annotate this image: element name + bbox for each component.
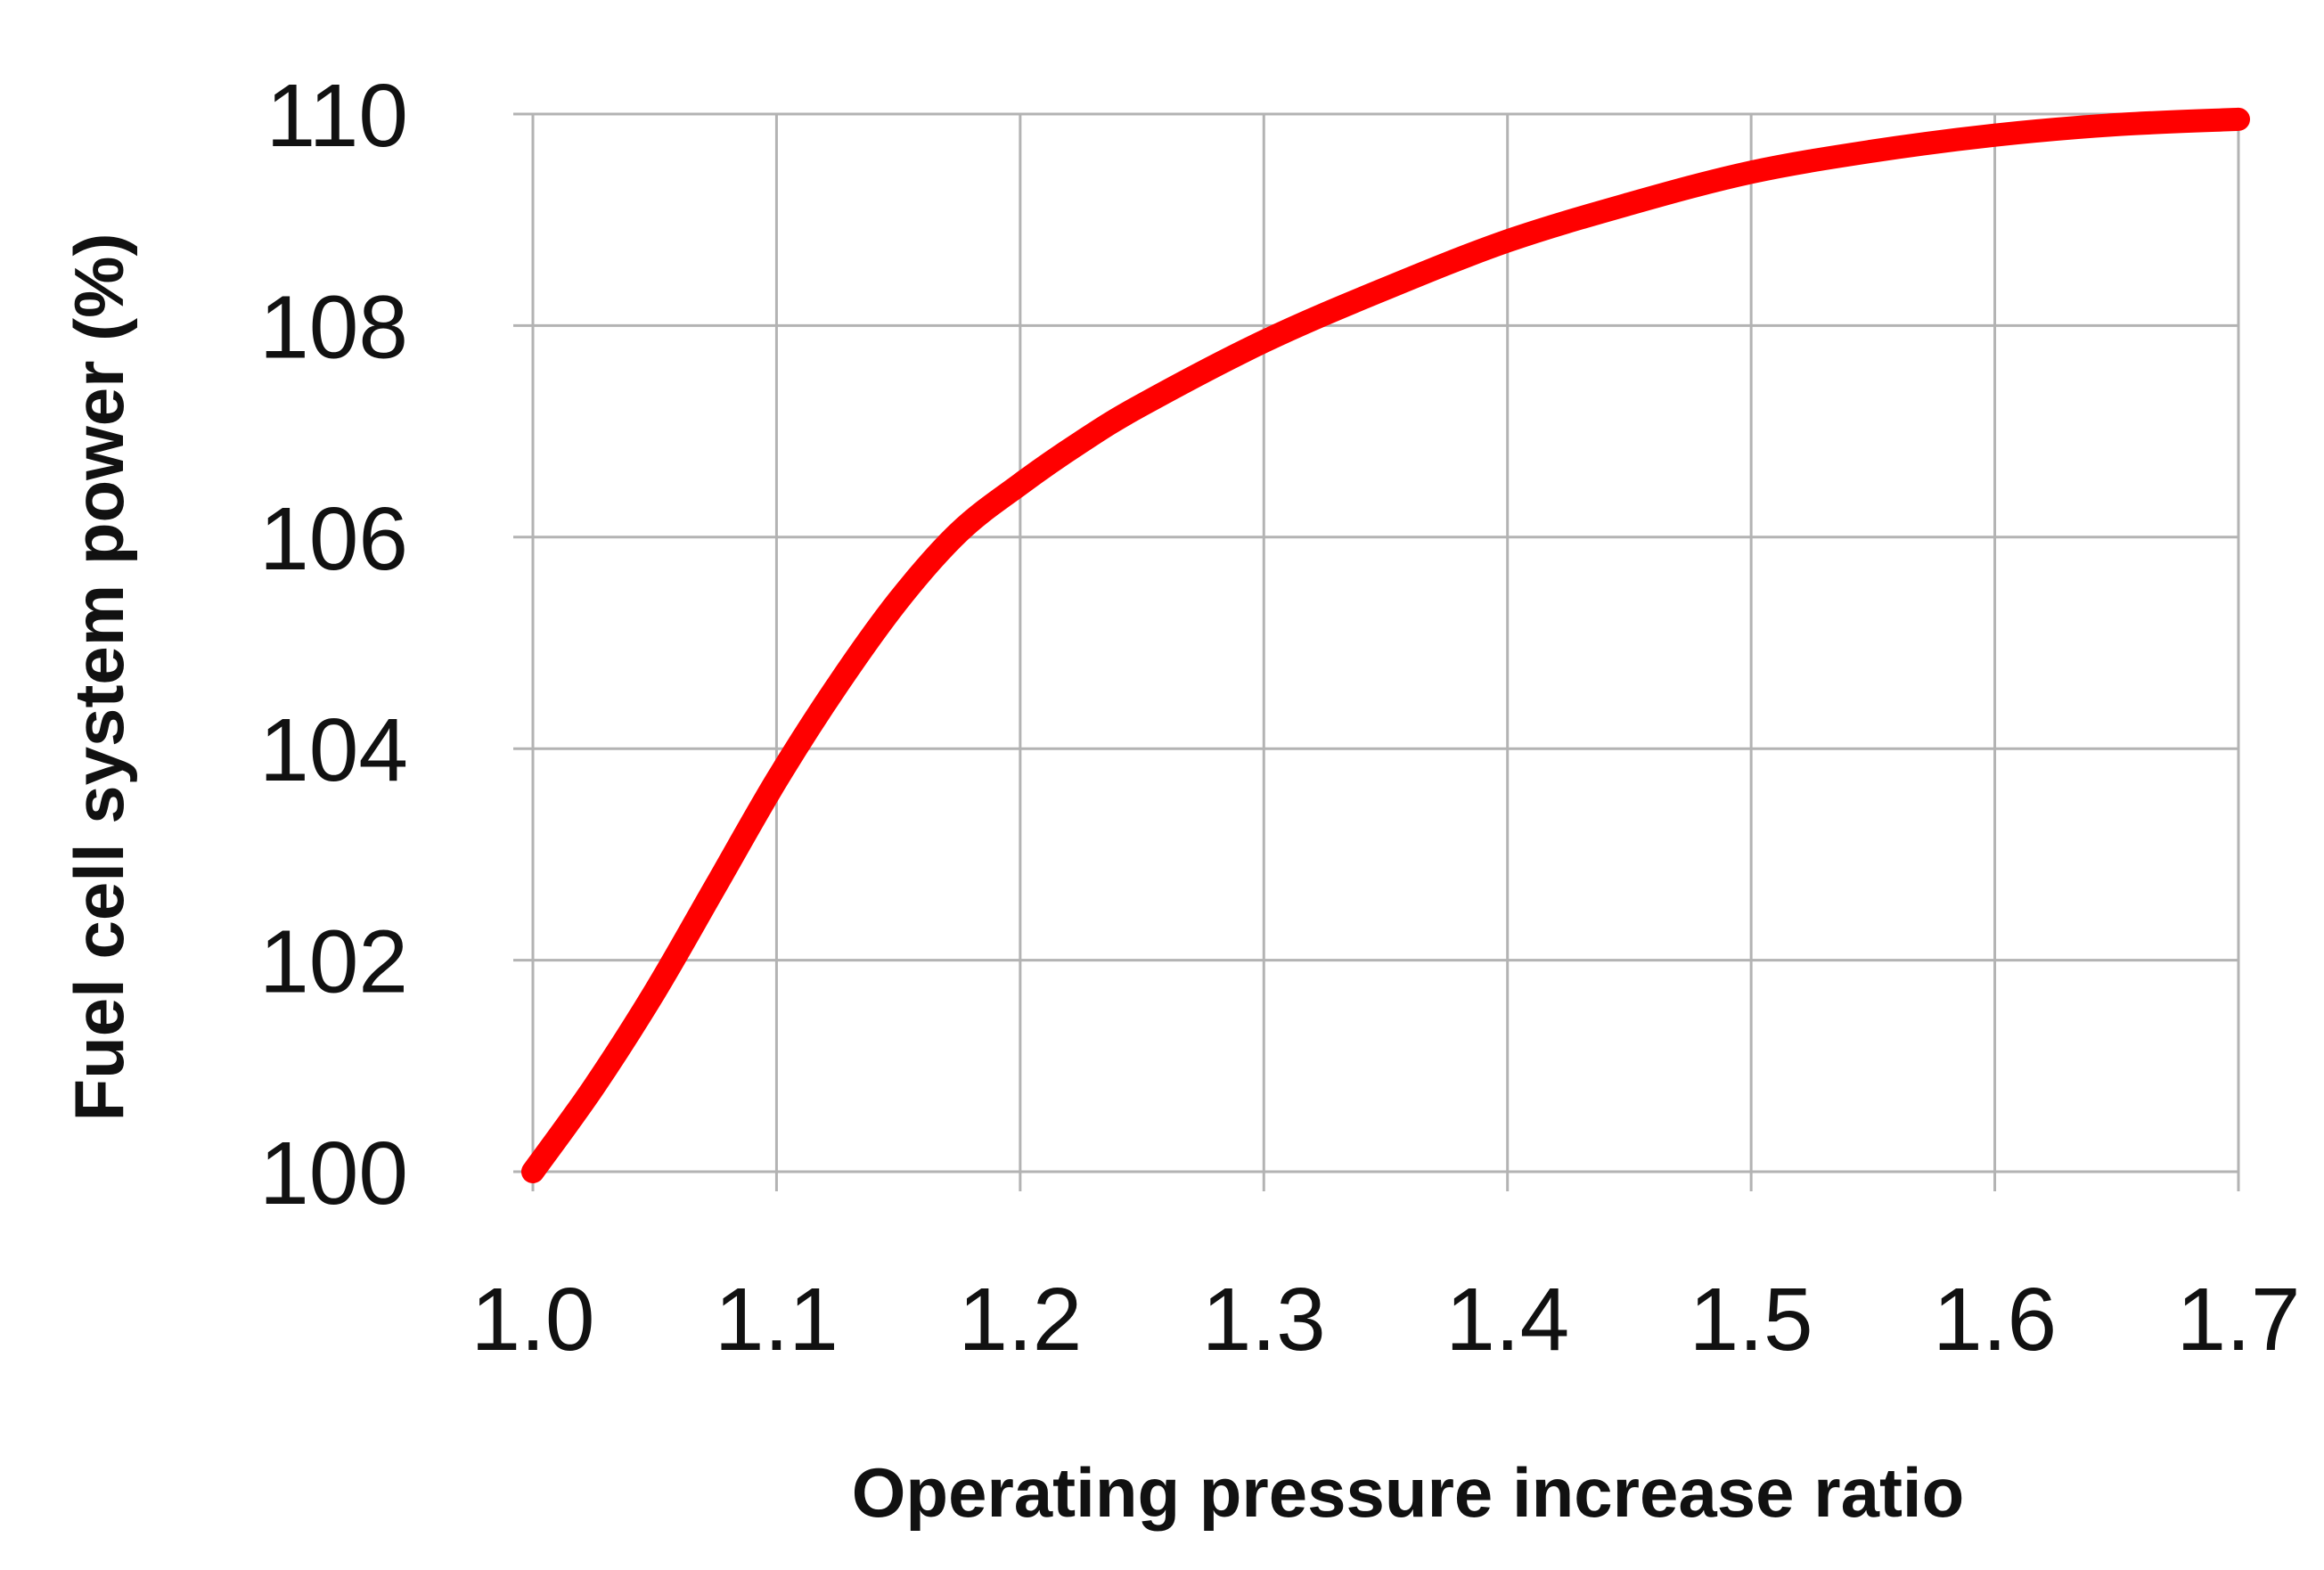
x-tick-label: 1.7 [2176,1270,2300,1370]
x-tick-label: 1.3 [1202,1270,1326,1370]
x-tick-label: 1.1 [715,1270,839,1370]
y-tick-labels: 100 102 104 106 108 110 [259,66,408,1223]
y-tick-label: 110 [266,66,408,166]
y-tick-label: 106 [259,489,408,589]
x-tick-label: 1.4 [1445,1270,1569,1370]
y-tick-label: 104 [259,700,408,800]
x-tick-labels: 1.0 1.1 1.2 1.3 1.4 1.5 1.6 1.7 [471,1270,2300,1370]
series-layer [521,107,2250,1183]
x-tick-label: 1.5 [1690,1270,1813,1370]
series-line [521,107,2250,1183]
x-axis-title: Operating pressure increase ratio [852,1453,1965,1532]
y-tick-label: 100 [259,1124,408,1223]
y-tick-label: 108 [259,277,408,377]
x-tick-label: 1.6 [1933,1270,2057,1370]
gridlines [513,112,2240,1191]
x-tick-label: 1.0 [471,1270,594,1370]
y-tick-label: 102 [259,912,408,1012]
x-tick-label: 1.2 [958,1270,1082,1370]
y-axis-title: Fuel cell system power (%) [60,233,138,1122]
